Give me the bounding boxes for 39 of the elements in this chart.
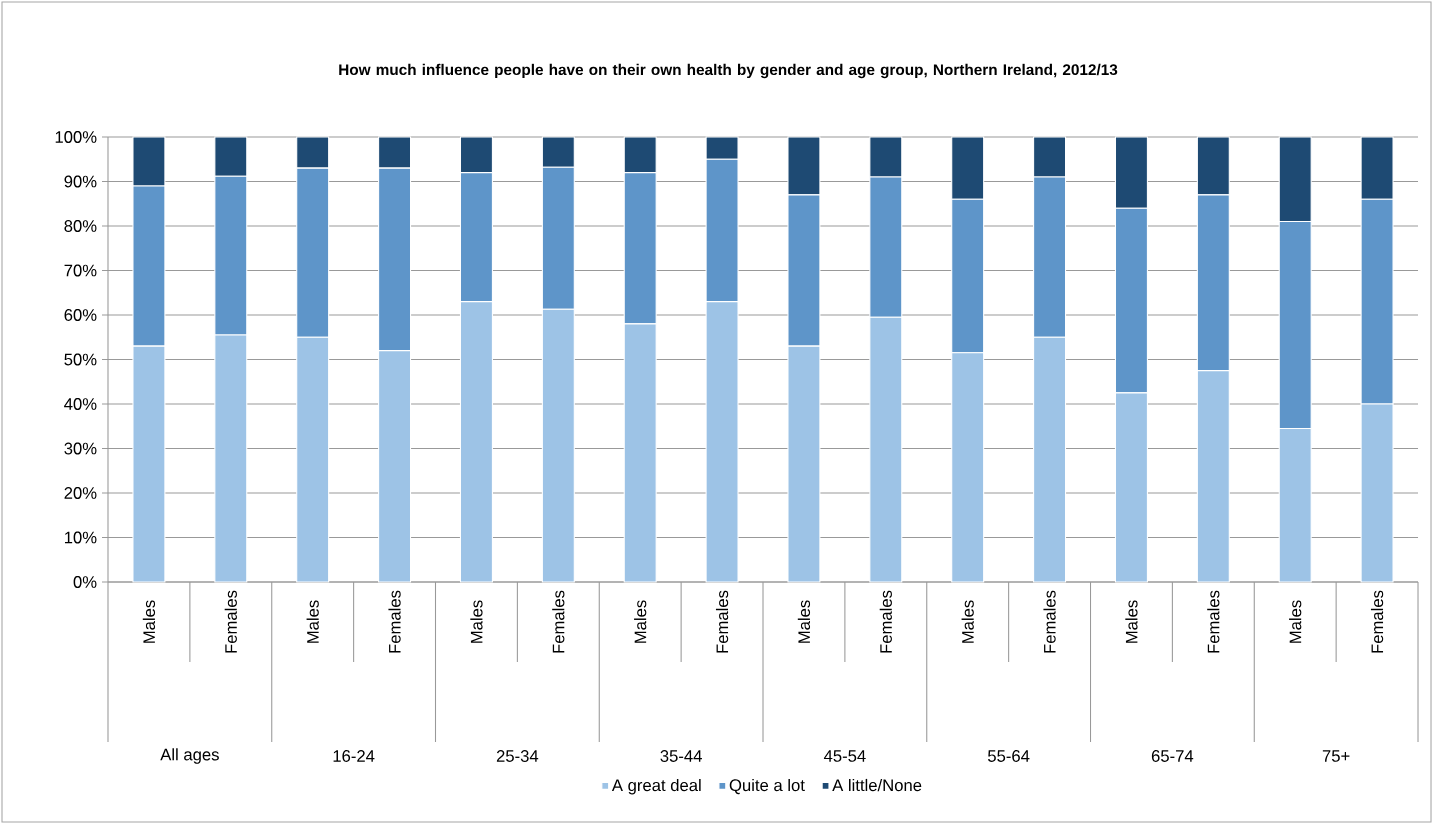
legend-label: A great deal <box>611 778 701 795</box>
y-tick-label: 30% <box>64 442 97 455</box>
x-tick-label: Males <box>142 600 156 643</box>
y-tick-label: 50% <box>64 353 97 366</box>
x-tick-label: Females <box>552 590 565 653</box>
y-tick-label: 0% <box>73 576 97 588</box>
text: 75+ <box>1322 750 1350 762</box>
x-tick-label: Males <box>306 600 319 643</box>
x-tick-label: Males <box>1125 600 1138 643</box>
text: All ages <box>160 748 219 764</box>
y-tick-label: 70% <box>64 264 97 277</box>
y-tick-label: 100% <box>55 131 97 143</box>
x-tick-label: Females <box>1370 590 1384 653</box>
text: 25-34 <box>496 750 539 762</box>
y-tick-label: 60% <box>64 309 97 321</box>
x-tick-label: Females <box>879 590 892 653</box>
x-tick-label: Males <box>797 600 811 643</box>
legend-label: A little/None <box>832 778 922 792</box>
x-tick-label: Males <box>470 600 483 643</box>
x-tick-label: Females <box>224 590 237 653</box>
y-tick-label: 20% <box>64 487 97 499</box>
x-tick-label: Females <box>1043 590 1056 653</box>
x-tick-label: Males <box>961 600 974 643</box>
chart-title: How much influence people have on their own health by gender and age group, Northern Ireland, 2012/13 <box>339 63 1118 79</box>
x-tick-label: Females <box>1207 590 1220 653</box>
y-tick-label: 80% <box>64 220 97 232</box>
text: 45-54 <box>823 750 866 762</box>
text: 35-44 <box>660 750 702 762</box>
x-tick-label: Females <box>388 590 401 653</box>
x-tick-label: Males <box>1289 600 1302 643</box>
text: 65-74 <box>1151 750 1194 762</box>
x-tick-label: Females <box>715 590 729 653</box>
y-tick-label: 10% <box>64 531 97 544</box>
text: 16-24 <box>333 750 375 762</box>
y-tick-label: 40% <box>64 398 97 410</box>
text: 55-64 <box>987 750 1030 762</box>
x-tick-label: Males <box>634 600 647 643</box>
legend-label: Quite a lot <box>729 778 805 795</box>
y-tick-label: 90% <box>64 175 97 188</box>
